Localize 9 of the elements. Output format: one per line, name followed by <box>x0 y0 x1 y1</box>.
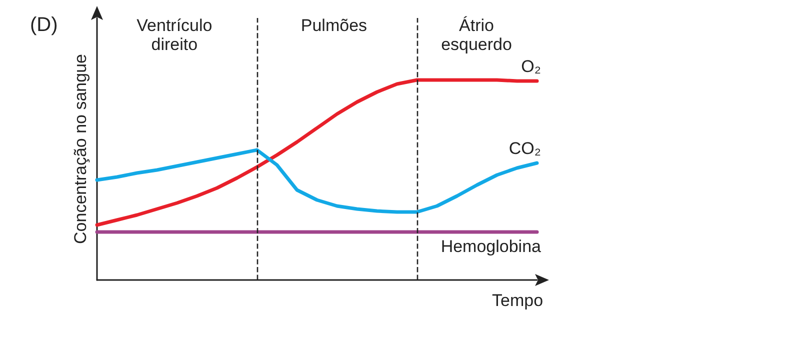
text: Átrio esquerdo <box>441 16 512 54</box>
text: Pulmões <box>300 16 368 35</box>
series-label: Hemoglobina <box>440 237 542 256</box>
text: Ventrículo direito <box>136 16 212 54</box>
series-label: O₂ <box>521 57 541 76</box>
x-axis-title: Tempo <box>492 291 544 310</box>
series-label: CO₂ <box>508 139 541 158</box>
y-axis-title: Concentração no sangue <box>71 54 90 244</box>
chart-title: (D) <box>30 14 58 36</box>
